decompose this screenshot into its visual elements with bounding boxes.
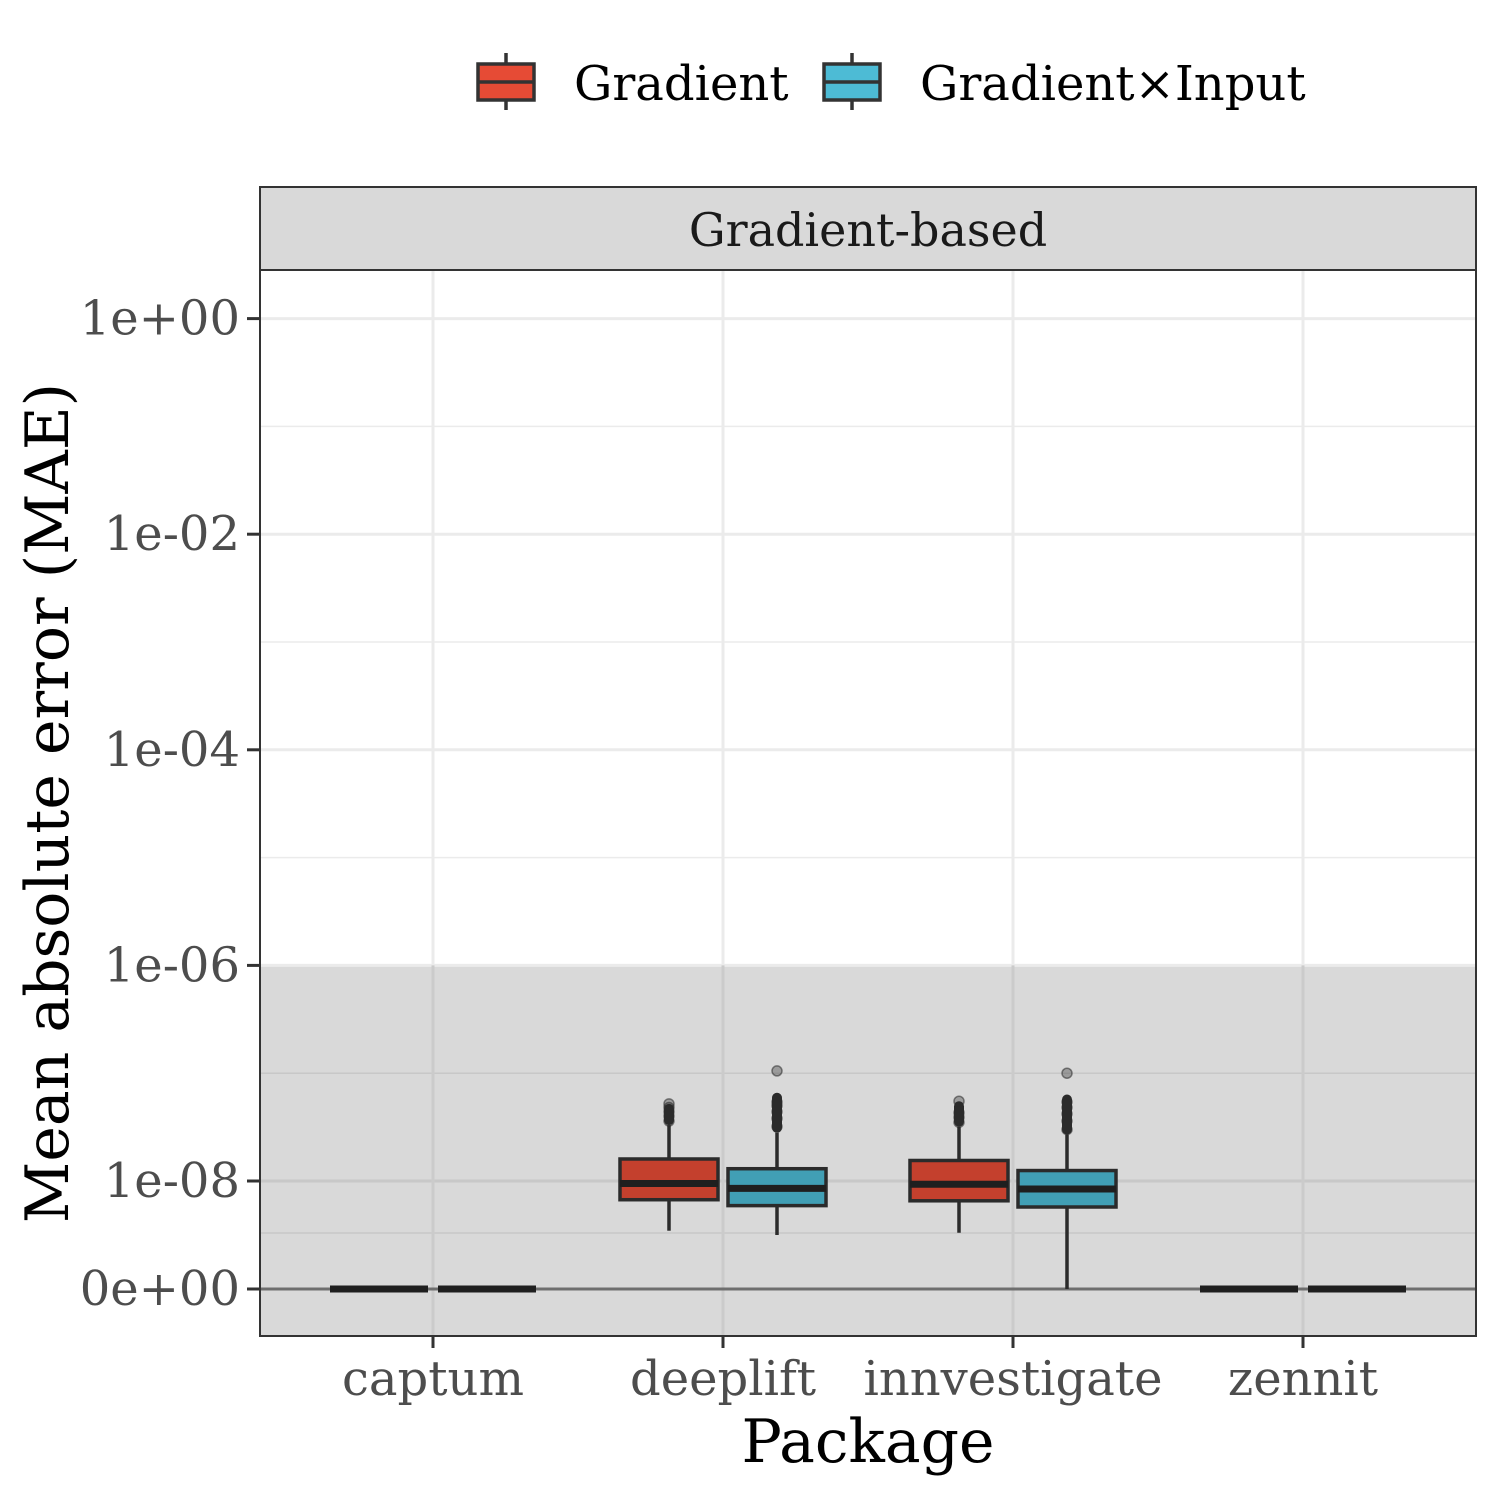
legend-label: Gradient×Input xyxy=(920,56,1306,112)
outlier-cluster xyxy=(954,1101,964,1127)
outlier-cluster xyxy=(772,1092,782,1133)
outlier-point xyxy=(1061,1067,1073,1079)
x-tick-label: deeplift xyxy=(630,1351,816,1407)
x-axis-title: Package xyxy=(741,1407,994,1477)
outlier-cluster xyxy=(1062,1094,1072,1135)
legend-label: Gradient xyxy=(574,56,789,112)
x-tick-label: zennit xyxy=(1228,1351,1378,1407)
box-body xyxy=(618,1157,720,1202)
box-innvestigate-gradient xyxy=(908,1095,1010,1233)
facet-title: Gradient-based xyxy=(689,203,1047,257)
y-tick-label: 1e-08 xyxy=(104,1153,240,1209)
y-axis-title: Mean absolute error (MAE) xyxy=(13,383,83,1223)
boxplots xyxy=(330,1065,1406,1293)
outlier-point xyxy=(771,1065,783,1077)
shaded-region-rect xyxy=(260,965,1476,1336)
y-tick-label: 1e+00 xyxy=(80,291,240,347)
panel-border xyxy=(259,269,1477,1337)
y-tick-label: 1e-02 xyxy=(104,506,240,562)
box-deeplift-gradient xyxy=(618,1098,720,1231)
x-axis: captum deeplift innvestigate zennit xyxy=(342,1336,1378,1407)
x-tick-label: captum xyxy=(342,1351,524,1407)
outlier-cluster xyxy=(664,1103,674,1126)
y-axis: 1e+00 1e-02 1e-04 1e-06 1e-08 0e+00 xyxy=(80,291,260,1317)
legend: Gradient Gradient×Input xyxy=(476,53,1306,112)
shaded-region xyxy=(260,965,1476,1336)
box-deeplift-gradient-x-input xyxy=(726,1065,828,1235)
x-tick-label: innvestigate xyxy=(863,1351,1162,1407)
y-tick-label: 0e+00 xyxy=(80,1261,240,1317)
y-tick-label: 1e-04 xyxy=(104,722,240,778)
facet-strip xyxy=(259,186,1477,271)
legend-item: Gradient xyxy=(476,53,789,112)
box-innvestigate-gradient-x-input xyxy=(1016,1067,1118,1289)
legend-item: Gradient×Input xyxy=(822,53,1306,112)
box-body xyxy=(908,1158,1010,1203)
y-tick-label: 1e-06 xyxy=(104,937,240,993)
